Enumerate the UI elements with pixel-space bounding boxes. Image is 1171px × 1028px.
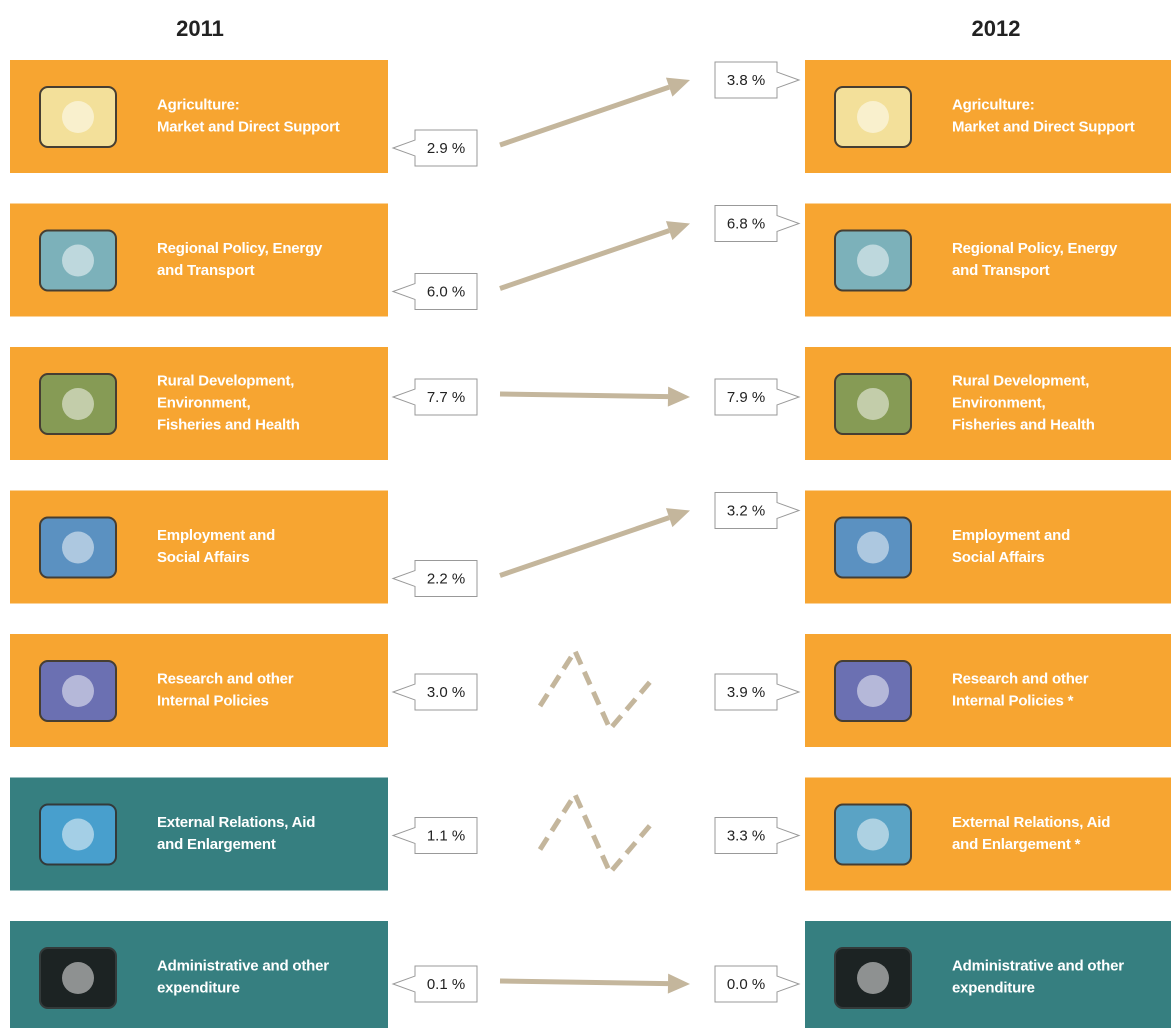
icon	[835, 661, 911, 721]
category-label: Fisheries and Health	[952, 416, 1095, 433]
value-label: 3.3 %	[727, 827, 765, 844]
category-label: Rural Development,	[952, 372, 1089, 389]
trend-arrowhead	[668, 974, 690, 994]
category-label: Employment and	[157, 527, 275, 544]
category-label: Agriculture:	[952, 96, 1035, 113]
category-label: Environment,	[157, 394, 250, 411]
value-label: 2.9 %	[427, 140, 465, 157]
category-label: Regional Policy, Energy	[157, 240, 323, 257]
year-left: 2011	[176, 16, 224, 41]
trend-arrow	[500, 87, 669, 145]
icon	[40, 374, 116, 434]
year-right: 2012	[972, 16, 1021, 41]
icon	[835, 231, 911, 291]
icon-detail	[857, 245, 889, 277]
value-label: 7.7 %	[427, 389, 465, 406]
value-label: 0.0 %	[727, 976, 765, 993]
icon	[835, 805, 911, 865]
trend-arrowhead	[666, 508, 690, 527]
icon	[40, 948, 116, 1008]
category-label: Market and Direct Support	[157, 118, 340, 135]
category-label: Market and Direct Support	[952, 118, 1135, 135]
icon	[40, 231, 116, 291]
category-label: Administrative and other	[157, 957, 329, 974]
icon	[835, 87, 911, 147]
category-label: Administrative and other	[952, 957, 1124, 974]
category-label: Social Affairs	[952, 549, 1045, 566]
icon-detail	[62, 388, 94, 420]
trend-zigzag	[540, 651, 650, 729]
category-label: External Relations, Aid	[157, 814, 315, 831]
category-label: and Transport	[952, 262, 1050, 279]
icon-detail	[62, 101, 94, 133]
category-label: Rural Development,	[157, 372, 294, 389]
category-label: Research and other	[157, 670, 294, 687]
category-label: Regional Policy, Energy	[952, 240, 1118, 257]
icon	[40, 805, 116, 865]
icon-detail	[857, 101, 889, 133]
category-label: Environment,	[952, 394, 1045, 411]
category-label: and Enlargement *	[952, 836, 1081, 853]
value-label: 1.1 %	[427, 827, 465, 844]
trend-arrowhead	[666, 78, 690, 97]
icon-detail	[857, 388, 889, 420]
trend-arrow	[500, 518, 669, 576]
icon-detail	[857, 675, 889, 707]
icon-detail	[62, 532, 94, 564]
value-label: 6.0 %	[427, 283, 465, 300]
trend-zigzag	[540, 795, 650, 873]
trend-arrow	[500, 394, 668, 397]
icon-detail	[62, 675, 94, 707]
icon-detail	[62, 245, 94, 277]
icon	[835, 518, 911, 578]
value-label: 0.1 %	[427, 976, 465, 993]
value-label: 6.8 %	[727, 215, 765, 232]
icon-detail	[857, 819, 889, 851]
icon	[835, 948, 911, 1008]
icon	[40, 518, 116, 578]
category-label: expenditure	[157, 979, 240, 996]
icon-detail	[857, 532, 889, 564]
category-label: Social Affairs	[157, 549, 250, 566]
trend-arrowhead	[666, 221, 690, 240]
icon-detail	[62, 962, 94, 994]
icon-detail	[62, 819, 94, 851]
diagram: 2011 2012 Agriculture: Market and Direct …	[0, 0, 1171, 1028]
trend-arrow	[500, 231, 669, 289]
icon-detail	[857, 962, 889, 994]
category-label: External Relations, Aid	[952, 814, 1110, 831]
category-label: Research and other	[952, 670, 1089, 687]
value-label: 3.8 %	[727, 72, 765, 89]
value-label: 2.2 %	[427, 570, 465, 587]
value-label: 3.9 %	[727, 684, 765, 701]
category-label: expenditure	[952, 979, 1035, 996]
value-label: 3.0 %	[427, 684, 465, 701]
value-label: 3.2 %	[727, 502, 765, 519]
category-label: Internal Policies *	[952, 692, 1074, 709]
category-label: and Transport	[157, 262, 255, 279]
icon	[40, 87, 116, 147]
category-label: Fisheries and Health	[157, 416, 300, 433]
trend-arrow	[500, 981, 668, 984]
category-label: Employment and	[952, 527, 1070, 544]
category-label: Internal Policies	[157, 692, 269, 709]
value-label: 7.9 %	[727, 389, 765, 406]
category-label: and Enlargement	[157, 836, 276, 853]
category-label: Agriculture:	[157, 96, 240, 113]
icon	[835, 374, 911, 434]
icon	[40, 661, 116, 721]
trend-arrowhead	[668, 387, 690, 407]
